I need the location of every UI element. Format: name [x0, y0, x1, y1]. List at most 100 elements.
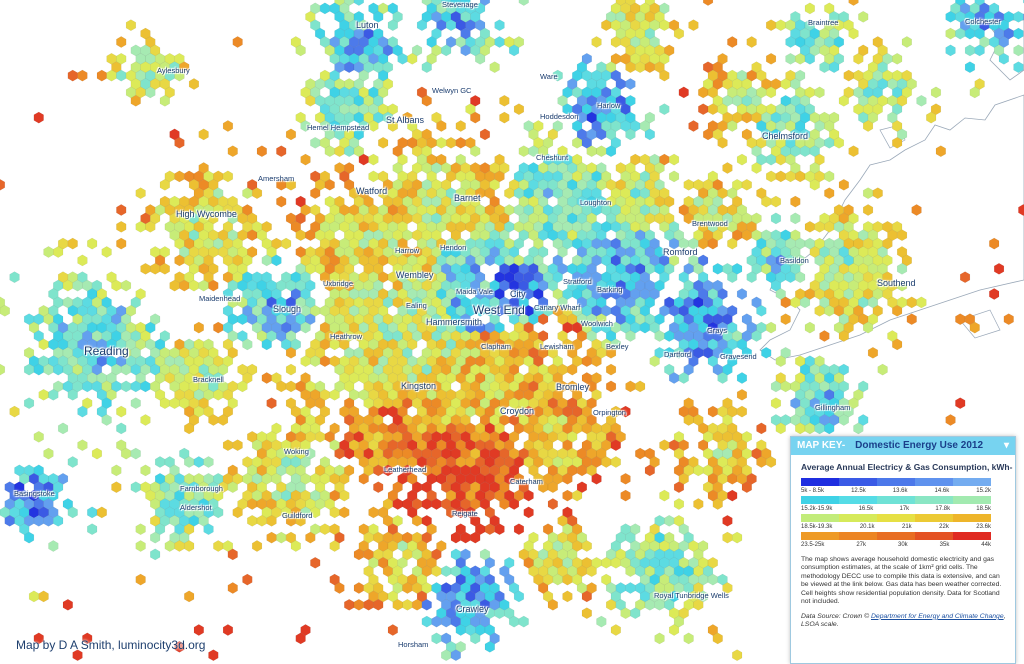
hex-cell	[285, 178, 296, 191]
hex-cell	[804, 2, 815, 15]
hex-cell	[96, 506, 107, 519]
hex-cell	[324, 178, 335, 191]
hex-cell	[785, 52, 796, 65]
hex-cell	[58, 422, 69, 435]
place-label: Orpington	[593, 408, 626, 417]
hex-cell	[421, 615, 432, 628]
hex-cell	[523, 506, 534, 519]
hex-cell	[310, 506, 321, 519]
hex-cell	[120, 380, 132, 393]
legend-label: 21k	[901, 524, 912, 530]
map-key-panel[interactable]: MAP KEY- Domestic Energy Use 2012 ▾ Avera…	[790, 436, 1016, 664]
legend-bands: 5k - 8.5k 12.5k 13.6k 14.6k 15.2k 15.2k-15.9k…	[791, 478, 1015, 548]
place-label: Romford	[663, 247, 698, 257]
hex-cell	[770, 195, 781, 208]
hex-cell	[523, 489, 534, 502]
hex-cell	[688, 120, 699, 132]
hex-cell	[858, 10, 869, 23]
hex-cell	[804, 321, 815, 334]
hex-cell	[402, 598, 413, 611]
map-key-title: Domestic Energy Use 2012	[855, 440, 984, 451]
hex-cell	[586, 565, 597, 578]
hex-cell	[261, 372, 272, 384]
hex-cell	[111, 481, 122, 494]
hex-cell	[38, 388, 49, 401]
hex-cell	[610, 439, 621, 452]
hex-cell	[669, 624, 680, 636]
hex-cell	[712, 498, 723, 510]
legend-label: 17.8k	[935, 506, 951, 512]
hex-cell	[203, 456, 214, 468]
data-source: Data Source: Crown © Department for Ener…	[801, 613, 1007, 630]
hex-cell	[159, 94, 170, 107]
hex-cell	[276, 531, 287, 544]
hex-cell	[24, 397, 35, 410]
hex-cell	[746, 36, 757, 48]
place-label: Cheshunt	[536, 153, 569, 162]
hex-cell	[48, 540, 59, 552]
map-key-label: MAP KEY-	[797, 440, 846, 451]
hex-cell	[222, 120, 234, 132]
place-label: Bexley	[606, 342, 629, 351]
hex-cell	[1013, 44, 1024, 57]
hex-cell	[266, 514, 277, 527]
hex-cell	[625, 128, 636, 141]
hex-cell	[499, 111, 510, 124]
hex-cell	[717, 136, 728, 149]
legend-swatch	[915, 478, 953, 486]
place-label: Welwyn GC	[432, 86, 472, 95]
hex-cell	[28, 590, 39, 603]
hex-cell	[766, 86, 777, 99]
hex-cell	[644, 464, 655, 477]
legend-label: 23.6k	[976, 524, 991, 530]
source-link[interactable]: Department for Energy and Climate Change	[871, 612, 1004, 620]
legend-swatch	[915, 496, 953, 504]
place-label: Luton	[356, 20, 379, 30]
hex-cell	[130, 481, 141, 494]
hex-cell	[387, 120, 398, 132]
legend-swatch	[839, 514, 877, 522]
legend-label: 18.5k-19.3k	[801, 524, 833, 530]
hex-cell	[892, 338, 903, 351]
hex-cell	[67, 388, 78, 401]
hex-cell	[906, 313, 917, 326]
legend-label: 22k	[939, 524, 949, 530]
hex-cell	[329, 540, 340, 552]
legend-swatch	[801, 532, 839, 540]
hex-cell	[310, 556, 321, 569]
legend-swatch	[801, 496, 839, 504]
hex-cell	[736, 388, 747, 401]
hex-cell	[824, 170, 835, 183]
hex-cell	[853, 52, 864, 65]
hex-cell	[87, 506, 98, 519]
hex-cell	[62, 598, 73, 611]
hex-cell	[203, 523, 214, 536]
hex-cell	[116, 237, 127, 250]
place-label: Woking	[284, 447, 309, 456]
hex-cell	[33, 430, 44, 443]
hex-cell	[213, 540, 224, 552]
hex-cell	[1013, 27, 1024, 40]
place-label: Slough	[273, 304, 302, 314]
hex-cell	[150, 548, 161, 561]
map-key-header[interactable]: MAP KEY- Domestic Energy Use 2012 ▾	[791, 437, 1015, 455]
hex-cell	[867, 346, 878, 359]
hex-cell	[547, 598, 558, 611]
collapse-icon[interactable]: ▾	[1003, 440, 1009, 451]
hex-cell	[897, 279, 908, 292]
hex-cell	[421, 61, 432, 74]
place-label: Gillingham	[815, 403, 851, 412]
hex-cell	[130, 397, 141, 410]
hex-cell	[382, 464, 393, 477]
hex-cell	[174, 136, 185, 149]
hex-cell	[722, 582, 733, 594]
hex-cell	[184, 422, 195, 435]
hex-cell	[368, 153, 379, 166]
hex-cell	[251, 187, 263, 200]
hex-cell	[916, 94, 927, 107]
place-label: Ealing	[406, 301, 427, 310]
hex-cell	[227, 548, 238, 561]
hex-cell	[945, 27, 956, 40]
place-label: Brentwood	[692, 219, 728, 228]
